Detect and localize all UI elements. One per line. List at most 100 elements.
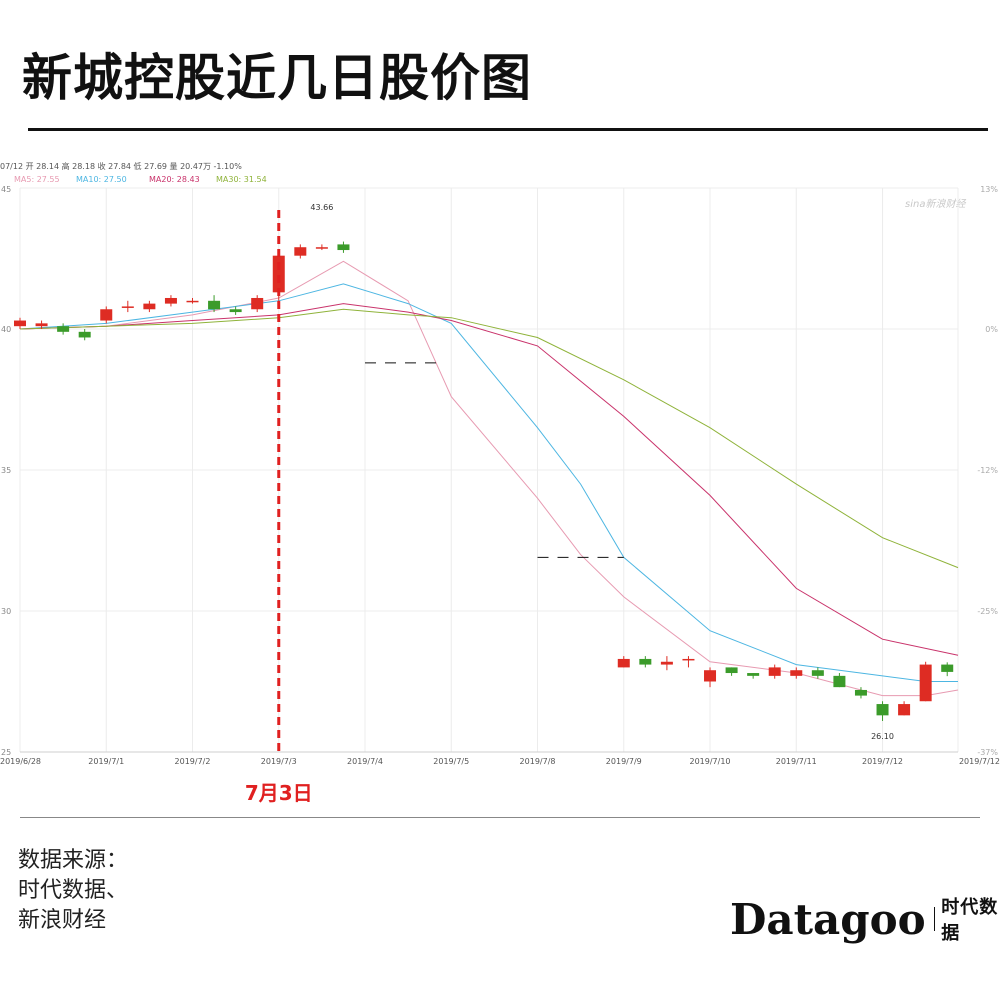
candle-22 (747, 673, 760, 679)
x-tick-label-1: 2019/7/1 (88, 757, 124, 766)
footer-divider (20, 817, 980, 818)
candle-5 (121, 300, 134, 313)
logo-subtitle: 时代数据 (941, 897, 999, 944)
candle-body (164, 297, 177, 304)
y-tick-right-1: 0% (985, 325, 998, 334)
candle-body (704, 670, 717, 682)
y-tick-right-4: -37% (977, 748, 998, 757)
candle-15 (337, 241, 350, 253)
candle-26 (833, 673, 846, 688)
x-tick-label-7: 2019/7/9 (606, 757, 642, 766)
x-tick-label-6: 2019/7/8 (520, 757, 556, 766)
x-tick-label-2: 2019/7/2 (175, 757, 211, 766)
candle-body (768, 667, 781, 676)
candle-0 (14, 317, 26, 329)
candle-27 (854, 687, 867, 699)
candle-body (186, 300, 199, 303)
ma-line-ma10 (19, 283, 958, 682)
source-note: 数据来源： 时代数据、 新浪财经 (18, 846, 128, 936)
legend-entry-0: MA5: 27.55 (14, 175, 60, 184)
datagoo-logo: Datagoo 时代数据 (730, 893, 1000, 945)
y-tick-left-4: 25 (1, 748, 11, 757)
x-tick-label-4: 2019/7/4 (347, 757, 383, 766)
candle-body (337, 244, 350, 251)
x-tick-label-3: 2019/7/3 (261, 757, 297, 766)
legend-entry-3: MA30: 31.54 (216, 175, 267, 184)
y-tick-right-3: -25% (977, 607, 998, 616)
candle-4 (100, 306, 113, 324)
y-tick-left-1: 40 (1, 325, 11, 334)
logo-wordmark: Datagoo (730, 894, 926, 944)
candle-23 (768, 664, 781, 679)
candle-body (919, 664, 932, 702)
legend-entry-2: MA20: 28.43 (149, 175, 200, 184)
x-tick-label-8: 2019/7/10 (690, 757, 731, 766)
candle-16 (617, 656, 630, 668)
source-line-2: 时代数据、 (18, 878, 129, 903)
candle-6 (143, 300, 156, 313)
price-annotation-0: 43.66 (310, 203, 333, 212)
candle-body (78, 331, 91, 338)
ma-line-ma20 (19, 303, 959, 656)
candle-body (272, 255, 285, 293)
x-tick-label-10: 2019/7/12 (862, 757, 903, 766)
x-tick-label-5: 2019/7/5 (433, 757, 469, 766)
candle-7 (164, 295, 177, 307)
candle-body (790, 670, 803, 676)
ma-line-ma30 (19, 308, 959, 569)
logo-separator (933, 907, 936, 931)
candle-10 (229, 306, 242, 315)
y-tick-left-3: 30 (1, 607, 11, 616)
candle-body (617, 658, 630, 668)
title-divider (28, 128, 988, 131)
candle-21 (725, 667, 738, 676)
candle-body (315, 247, 328, 249)
legend-entry-1: MA10: 27.50 (76, 175, 127, 184)
candle-body (898, 704, 911, 716)
candle-body (251, 297, 264, 310)
candle-body (854, 689, 867, 696)
candle-2 (57, 323, 70, 335)
price-annotation-1: 26.10 (871, 732, 894, 741)
candle-30 (919, 661, 932, 702)
candle-body (639, 658, 652, 665)
candle-body (100, 309, 113, 321)
candle-body (14, 320, 26, 327)
candle-body (833, 675, 846, 688)
candle-body (725, 667, 738, 674)
candle-17 (639, 656, 652, 668)
page-title: 新城控股近几日股价图 (22, 49, 532, 107)
candle-3 (78, 329, 91, 341)
source-line-1: 数据来源： (18, 848, 129, 873)
watermark-text: sina新浪财经 (905, 198, 966, 210)
candle-body (121, 306, 134, 308)
source-line-3: 新浪财经 (18, 908, 107, 933)
x-tick-label-11: 2019/7/12 (959, 757, 1000, 766)
candle-body (143, 303, 156, 310)
candle-31 (941, 662, 954, 677)
candle-25 (811, 667, 824, 679)
ohlc-info-line: 07/12 开 28.14 高 28.18 收 27.84 低 27.69 量 … (0, 161, 242, 171)
candle-body (35, 323, 48, 327)
candle-24 (790, 667, 803, 679)
x-tick-label-9: 2019/7/11 (776, 757, 817, 766)
candle-14 (315, 244, 328, 251)
highlight-date-label: 7月3日 (245, 781, 313, 805)
candle-body (229, 309, 242, 313)
candle-body (876, 704, 889, 716)
candle-body (294, 247, 307, 256)
candle-body (811, 670, 824, 676)
candle-13 (294, 244, 307, 259)
candle-11 (251, 295, 264, 313)
x-tick-label-0: 2019/6/28 (0, 757, 41, 766)
candle-28 (876, 701, 889, 721)
candle-19 (682, 656, 695, 668)
candle-9 (208, 295, 221, 313)
y-tick-right-0: 13% (980, 185, 998, 194)
candle-body (208, 300, 221, 310)
y-tick-right-2: -12% (977, 466, 998, 475)
candle-8 (186, 297, 199, 304)
candle-18 (660, 656, 673, 671)
candle-body (682, 658, 695, 661)
y-tick-left-0: 45 (1, 185, 11, 194)
